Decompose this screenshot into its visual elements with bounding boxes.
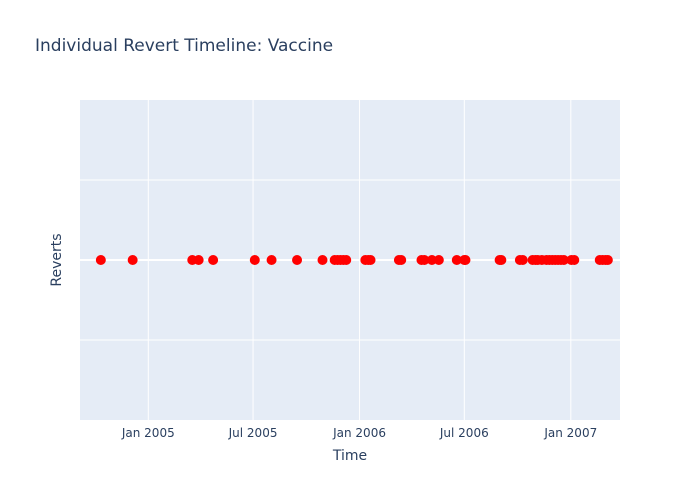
chart-title: Individual Revert Timeline: Vaccine: [35, 36, 333, 56]
x-tick-label: Jan 2007: [543, 426, 597, 440]
revert-point: [365, 255, 376, 265]
x-tick-label: Jul 2006: [439, 426, 489, 440]
revert-point: [95, 255, 106, 265]
x-tick-label: Jan 2006: [332, 426, 386, 440]
revert-point: [602, 255, 613, 265]
revert-point: [193, 255, 204, 265]
x-tick-labels: Jan 2005 Jul 2005 Jan 2006 Jul 2006 Jan 2007: [121, 426, 597, 440]
y-axis-title: Reverts: [49, 233, 65, 286]
data-points: [95, 255, 613, 265]
revert-point: [208, 255, 219, 265]
revert-point: [558, 255, 569, 265]
revert-point: [396, 255, 407, 265]
revert-point: [496, 255, 507, 265]
revert-point: [569, 255, 580, 265]
revert-point: [341, 255, 352, 265]
revert-point: [517, 255, 528, 265]
x-tick-label: Jul 2005: [228, 426, 278, 440]
revert-point: [433, 255, 444, 265]
x-axis-title: Time: [332, 448, 367, 464]
revert-point: [460, 255, 471, 265]
revert-point: [266, 255, 277, 265]
revert-point: [249, 255, 260, 265]
revert-point: [127, 255, 138, 265]
revert-point: [451, 255, 462, 265]
revert-point: [419, 255, 430, 265]
revert-point: [292, 255, 303, 265]
revert-point: [317, 255, 328, 265]
x-tick-label: Jan 2005: [121, 426, 175, 440]
revert-point: [426, 255, 437, 265]
